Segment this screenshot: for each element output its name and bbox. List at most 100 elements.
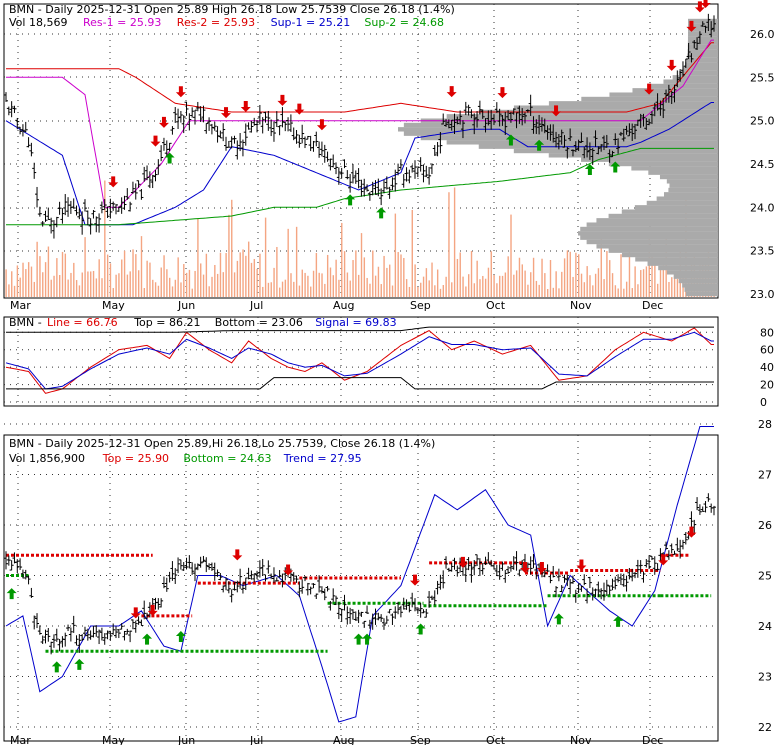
volume-bar bbox=[634, 266, 636, 297]
volume-bar bbox=[580, 273, 583, 297]
volume-profile-bar bbox=[666, 270, 718, 275]
volume-bar bbox=[357, 274, 360, 297]
trend-y-tick: 26 bbox=[758, 519, 772, 532]
volume-bar bbox=[250, 262, 253, 297]
volume-profile-bar bbox=[687, 44, 718, 50]
x-tick-label: Sep bbox=[410, 299, 431, 312]
volume-profile-bar bbox=[656, 196, 718, 201]
volume-bar bbox=[546, 288, 549, 297]
trend-panel-legend: BMN - Daily 2025-12-31 Open 25.89,Hi 26.… bbox=[9, 437, 435, 465]
up-arrow bbox=[584, 164, 595, 175]
volume-bar bbox=[470, 251, 473, 297]
volume-bar bbox=[383, 255, 385, 297]
down-arrow bbox=[686, 526, 697, 538]
up-arrow bbox=[362, 633, 373, 645]
volume-bar bbox=[479, 279, 481, 297]
volume-bar bbox=[304, 272, 306, 297]
volume-bar bbox=[659, 268, 662, 297]
legend-entry-2: Bottom = 23.06 bbox=[215, 316, 303, 329]
legend-entry-0: Vol 18,569 bbox=[9, 16, 67, 29]
volume-profile-bar bbox=[548, 153, 718, 158]
price-y-axis: 26.0 25.5 25.0 24.5 24.0 23.5 23.0 bbox=[750, 28, 775, 301]
volume-bar bbox=[617, 288, 619, 297]
volume-profile-bar bbox=[684, 287, 718, 292]
up-arrow bbox=[345, 194, 356, 206]
down-arrow bbox=[175, 86, 186, 98]
volume-bar bbox=[5, 269, 7, 297]
volume-profile-bar bbox=[596, 218, 718, 223]
volume-bar bbox=[482, 275, 484, 297]
volume-profile-bar bbox=[650, 83, 718, 89]
down-arrow bbox=[700, 0, 711, 8]
price-panel-title: BMN - Daily 2025-12-31 Open 25.89 High 2… bbox=[9, 3, 455, 16]
volume-profile bbox=[397, 18, 718, 297]
volume-bar bbox=[233, 272, 236, 297]
volume-bar bbox=[561, 271, 563, 297]
trend-y-tick: 27 bbox=[758, 469, 772, 482]
volume-bar bbox=[56, 258, 58, 297]
volume-bar bbox=[92, 270, 95, 297]
volume-bar bbox=[279, 287, 281, 297]
volume-profile-bar bbox=[621, 252, 718, 258]
x-tick-label: Oct bbox=[486, 299, 506, 312]
osc-y-tick: 40 bbox=[760, 361, 774, 374]
oscillator-legend: BMN - Line = 66.76 Top = 86.21 Bottom = 23… bbox=[9, 316, 397, 329]
price-y-tick: 23.0 bbox=[750, 288, 775, 301]
x-tick-label: Aug bbox=[333, 299, 354, 312]
down-arrow bbox=[551, 105, 562, 117]
volume-bar bbox=[67, 279, 69, 297]
volume-bar bbox=[27, 262, 30, 297]
volume-bar bbox=[518, 257, 521, 297]
x-tick-label: Nov bbox=[570, 299, 592, 312]
volume-profile-bar bbox=[608, 161, 718, 167]
volume-bar bbox=[600, 239, 602, 297]
down-arrow bbox=[147, 604, 158, 616]
volume-profile-bar bbox=[586, 239, 718, 245]
legend-entry-3: Signal = 69.83 bbox=[315, 316, 397, 329]
trend-panel-title: BMN - Daily 2025-12-31 Open 25.89,Hi 26.… bbox=[9, 437, 435, 450]
volume-bar bbox=[527, 284, 529, 297]
volume-bar bbox=[408, 286, 411, 297]
volume-bar bbox=[671, 277, 673, 297]
volume-profile-bar bbox=[581, 157, 718, 162]
volume-bar bbox=[284, 279, 287, 297]
volume-bar bbox=[185, 272, 188, 297]
volume-bar bbox=[169, 277, 171, 297]
trend-y-tick: 24 bbox=[758, 620, 772, 633]
volume-bar bbox=[183, 264, 185, 297]
volume-bar bbox=[338, 279, 340, 297]
volume-bar bbox=[70, 272, 72, 297]
legend-entry-3: Trend = 27.95 bbox=[283, 452, 362, 465]
volume-bar bbox=[524, 270, 526, 297]
volume-bar bbox=[349, 280, 351, 297]
price-y-tick: 24.5 bbox=[750, 158, 775, 171]
volume-bar bbox=[389, 264, 391, 297]
legend-entry-2: Bottom = 24.63 bbox=[183, 452, 271, 465]
trend-candles bbox=[4, 493, 716, 655]
up-arrow bbox=[175, 631, 186, 643]
volume-bar bbox=[202, 274, 205, 297]
up-arrow bbox=[415, 623, 426, 635]
volume-profile-bar bbox=[682, 66, 718, 71]
volume-bar bbox=[451, 282, 453, 297]
down-arrow bbox=[666, 59, 677, 71]
volume-bar bbox=[225, 253, 227, 297]
volume-bar bbox=[552, 287, 555, 297]
volume-profile-bar bbox=[513, 105, 718, 110]
volume-bar bbox=[157, 285, 160, 297]
volume-bar bbox=[253, 258, 256, 297]
volume-bar bbox=[544, 273, 546, 297]
volume-bar bbox=[281, 281, 284, 297]
down-arrow bbox=[457, 556, 468, 568]
volume-bar bbox=[578, 254, 580, 297]
down-arrow bbox=[283, 564, 294, 576]
trend-line bbox=[5, 426, 714, 723]
volume-bar bbox=[420, 282, 422, 297]
volume-bar bbox=[42, 272, 44, 297]
volume-bar bbox=[417, 286, 419, 297]
sup2-line bbox=[6, 147, 714, 226]
volume-bar bbox=[61, 251, 64, 297]
volume-bar bbox=[256, 268, 258, 297]
volume-bar bbox=[73, 262, 75, 297]
volume-bar bbox=[171, 286, 174, 297]
